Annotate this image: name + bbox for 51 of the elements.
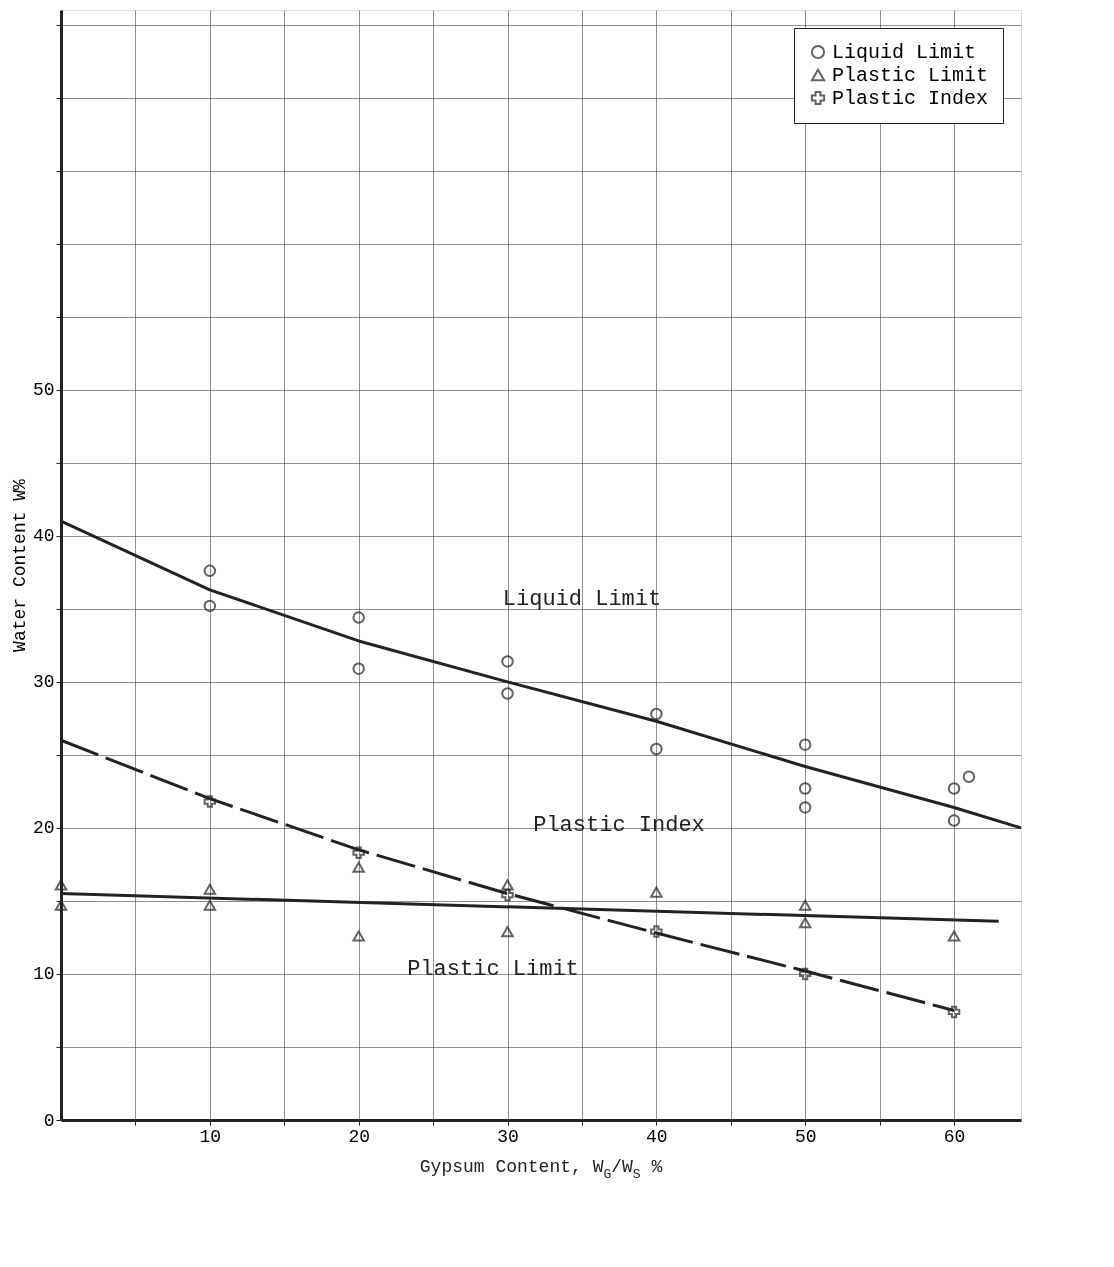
point xyxy=(962,770,976,784)
point xyxy=(947,930,961,942)
y-tick-label: 20 xyxy=(32,818,55,839)
legend-label: Plastic Limit xyxy=(832,64,989,87)
point xyxy=(501,687,514,700)
point xyxy=(352,930,365,942)
point xyxy=(54,899,68,911)
point xyxy=(501,888,514,902)
x-tick-label: 20 xyxy=(348,1126,370,1147)
x-tick-label: 60 xyxy=(943,1126,966,1147)
point xyxy=(798,738,812,751)
point xyxy=(203,599,217,613)
y-tick-label: 30 xyxy=(32,672,55,693)
point xyxy=(798,917,812,929)
point xyxy=(203,564,217,578)
point xyxy=(798,899,812,911)
point xyxy=(203,795,217,808)
y-tick-label: 0 xyxy=(43,1110,55,1131)
annotation: Plastic Index xyxy=(533,813,705,838)
point xyxy=(352,846,365,859)
y-tick-label: 50 xyxy=(32,380,55,401)
point xyxy=(798,967,812,981)
point xyxy=(352,662,365,675)
point xyxy=(203,883,217,895)
x-tick-label: 50 xyxy=(794,1126,817,1147)
point xyxy=(650,886,663,898)
y-tick-label: 40 xyxy=(32,526,55,547)
point xyxy=(352,861,365,873)
x-tick-label: 30 xyxy=(497,1126,519,1147)
point xyxy=(798,801,812,814)
point xyxy=(501,655,514,668)
y-axis-title: Water Content W% xyxy=(9,478,30,652)
point xyxy=(947,782,961,795)
x-tick-label: 10 xyxy=(199,1126,222,1147)
legend-label: Liquid Limit xyxy=(832,41,977,64)
point xyxy=(650,925,663,938)
x-tick-label: 40 xyxy=(646,1126,668,1147)
annotation: Plastic Limit xyxy=(407,957,579,982)
point xyxy=(947,814,961,827)
point xyxy=(203,899,217,911)
annotation: Liquid Limit xyxy=(502,587,662,612)
legend-label: Plastic Index xyxy=(832,87,989,110)
point xyxy=(352,611,365,624)
point xyxy=(798,782,812,795)
point xyxy=(501,926,514,938)
point xyxy=(501,879,514,891)
point xyxy=(650,742,663,756)
point xyxy=(650,707,663,721)
point xyxy=(54,879,68,891)
point xyxy=(947,1005,961,1019)
y-tick-label: 10 xyxy=(32,964,55,985)
